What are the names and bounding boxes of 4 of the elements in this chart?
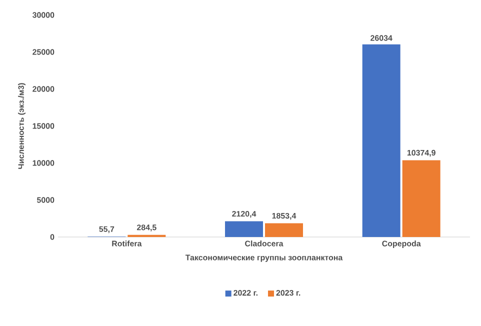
bar <box>362 44 400 237</box>
bar <box>265 223 303 237</box>
bar <box>225 221 264 237</box>
bar <box>402 160 440 237</box>
